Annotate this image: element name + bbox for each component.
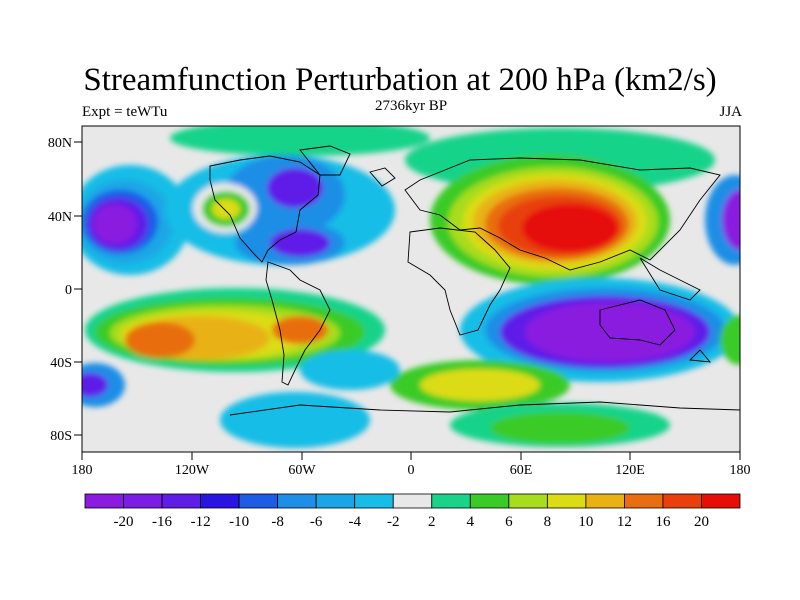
colorbar-box — [123, 493, 163, 509]
colorbar-label: 2 — [428, 514, 436, 530]
y-tick-80s: 80S — [50, 429, 72, 444]
colorbar-label: -16 — [152, 514, 172, 530]
colorbar-label: 12 — [617, 514, 632, 530]
coastlines — [209, 145, 740, 416]
x-tick-180e: 180 — [730, 463, 751, 478]
season-label: JJA — [719, 104, 742, 120]
colorbar-label: -10 — [229, 514, 249, 530]
colorbar-label: 16 — [655, 514, 671, 530]
experiment-label: Expt = teWTu — [82, 104, 168, 120]
colorbar-box — [277, 493, 317, 509]
colorbar-box — [624, 493, 664, 509]
colorbar-label: -2 — [387, 514, 400, 530]
colorbar-label: -4 — [348, 514, 361, 530]
colorbar-box — [662, 493, 702, 509]
map-title: Streamfunction Perturbation at 200 hPa (… — [83, 62, 717, 98]
x-tick-120e: 120E — [615, 463, 645, 478]
colorbar-label: -12 — [191, 514, 211, 530]
colorbar-box — [701, 493, 741, 509]
streamfunction-field — [82, 126, 740, 452]
colorbar-label: -8 — [271, 514, 284, 530]
colorbar-label: 8 — [544, 514, 552, 530]
y-tick-40s: 40S — [50, 356, 72, 371]
y-tick-80n: 80N — [48, 136, 72, 151]
time-label: 2736kyr BP — [374, 98, 448, 114]
colorbar-label: -20 — [114, 514, 134, 530]
colorbar-box — [84, 493, 124, 509]
colorbar-box — [200, 493, 240, 509]
colorbar-label: 20 — [694, 514, 709, 530]
x-tick-60w: 60W — [288, 463, 316, 478]
y-tick-40n: 40N — [48, 210, 72, 225]
x-tick-60e: 60E — [510, 463, 533, 478]
x-tick-0: 0 — [408, 463, 415, 478]
x-tick-120w: 120W — [175, 463, 210, 478]
y-tick-0: 0 — [65, 283, 72, 298]
colorbar-label: 4 — [467, 514, 475, 530]
colorbar-box — [585, 493, 625, 509]
colorbar-box — [315, 493, 356, 509]
colorbar-box — [238, 493, 279, 509]
colorbar-label: 6 — [505, 514, 513, 530]
colorbar-label: 10 — [578, 514, 593, 530]
axis-ticks — [74, 141, 741, 460]
x-tick-180w: 180 — [72, 463, 93, 478]
colorbar-box — [469, 493, 510, 509]
colorbar-box — [161, 493, 201, 509]
colorbar-box — [354, 493, 394, 509]
colorbar-box — [508, 493, 548, 509]
colorbar-label: -6 — [310, 514, 323, 530]
colorbar-box — [392, 493, 433, 509]
colorbar-box — [431, 493, 471, 509]
colorbar-box — [546, 493, 587, 509]
